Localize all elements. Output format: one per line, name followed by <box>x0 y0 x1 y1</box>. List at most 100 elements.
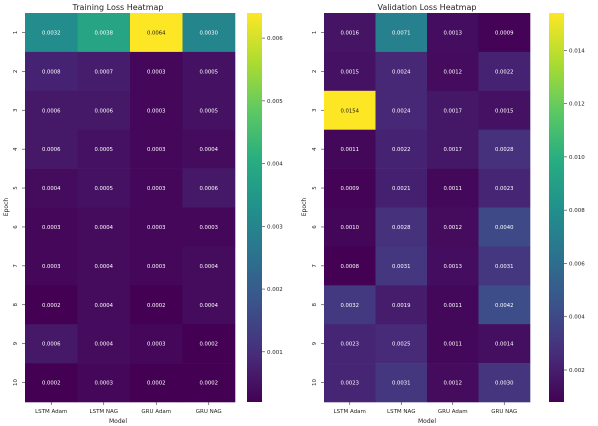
heatmap-cell-label: 0.0006 <box>199 186 218 192</box>
heatmap-cell-label: 0.0017 <box>443 147 462 153</box>
heatmap-cell-label: 0.0003 <box>94 381 113 387</box>
y-tick-label: 1 <box>13 31 19 35</box>
training-heatmap-title: Training Loss Heatmap <box>72 3 164 12</box>
heatmap-cell-label: 0.0002 <box>147 303 166 309</box>
heatmap-cell <box>25 363 78 403</box>
heatmap-cell-label: 0.0005 <box>94 186 113 192</box>
y-tick-label: 1 <box>312 31 318 35</box>
x-tick-label: GRU Adam <box>438 409 468 415</box>
heatmap-cell-label: 0.0008 <box>340 264 359 270</box>
heatmap-cell-label: 0.0019 <box>392 303 411 309</box>
heatmap-cell <box>324 324 376 364</box>
heatmap-cell-label: 0.0003 <box>147 186 166 192</box>
validation-heatmap-title: Validation Loss Heatmap <box>378 3 477 12</box>
y-tick-label: 4 <box>312 147 318 151</box>
heatmap-cell-label: 0.0005 <box>199 69 218 75</box>
heatmap-cell-label: 0.0022 <box>495 69 514 75</box>
validation-heatmap-ylabel: Epoch <box>301 198 308 217</box>
x-tick-label: GRU NAG <box>491 409 517 415</box>
y-tick-label: 3 <box>312 108 318 112</box>
heatmap-cell <box>130 363 183 403</box>
heatmap-cell <box>77 246 131 286</box>
colorbar-tick-label: 0.010 <box>569 155 585 161</box>
x-tick-label: LSTM Adam <box>35 409 67 415</box>
heatmap-cell <box>427 90 479 130</box>
heatmap-cell-label: 0.0012 <box>443 69 462 75</box>
heatmap-cell <box>324 207 376 247</box>
heatmap-cell <box>478 51 531 92</box>
heatmap-cell-label: 0.0015 <box>340 69 359 75</box>
heatmap-cell-label: 0.0032 <box>42 30 61 36</box>
heatmap-cell <box>427 168 479 208</box>
heatmap-cell <box>375 207 428 247</box>
heatmap-cell-label: 0.0013 <box>443 30 462 36</box>
y-tick-label: 5 <box>312 186 318 190</box>
heatmap-cell-label: 0.0003 <box>199 225 218 231</box>
heatmap-cell-label: 0.0004 <box>94 303 113 309</box>
y-tick-label: 3 <box>13 108 19 112</box>
y-tick-label: 8 <box>13 303 19 307</box>
heatmap-cell-label: 0.0011 <box>443 342 462 348</box>
heatmap-cell <box>182 207 236 247</box>
training-colorbar <box>247 13 262 402</box>
heatmap-cell-label: 0.0003 <box>147 147 166 153</box>
heatmap-cell <box>324 168 376 208</box>
heatmap-cell-label: 0.0042 <box>495 303 514 309</box>
heatmap-cell <box>130 51 183 92</box>
heatmap-cell-label: 0.0064 <box>147 30 166 36</box>
heatmap-cell <box>130 90 183 130</box>
x-tick-label: LSTM NAG <box>90 409 118 415</box>
y-tick-label: 4 <box>13 147 19 151</box>
heatmap-cell <box>324 363 376 403</box>
heatmap-cell-label: 0.0011 <box>443 303 462 309</box>
heatmap-cell-label: 0.0040 <box>495 225 514 231</box>
training-heatmap-xlabel: Model <box>109 418 127 425</box>
y-tick-label: 5 <box>13 186 19 190</box>
heatmap-cell <box>25 168 78 208</box>
heatmap-cell-label: 0.0030 <box>495 381 514 387</box>
heatmap-cell-label: 0.0006 <box>42 342 61 348</box>
heatmap-cell-label: 0.0014 <box>495 342 514 348</box>
x-tick-label: LSTM NAG <box>387 409 415 415</box>
heatmap-cell-label: 0.0038 <box>94 30 113 36</box>
heatmap-cell <box>427 129 479 169</box>
validation-colorbar-ticks: 0.002 0.004 0.006 0.008 0.010 0.012 0.014 <box>564 48 585 374</box>
validation-colorbar <box>549 13 564 402</box>
heatmap-cell-label: 0.0004 <box>94 342 113 348</box>
x-tick-label: LSTM Adam <box>334 409 366 415</box>
heatmap-cell <box>427 324 479 364</box>
heatmap-cell <box>478 324 531 364</box>
y-tick-label: 7 <box>312 264 318 268</box>
heatmap-cell <box>478 207 531 247</box>
heatmap-cell <box>25 246 78 286</box>
heatmap-cell-label: 0.0008 <box>42 69 61 75</box>
validation-heatmap-x-ticks: LSTM Adam LSTM NAG GRU Adam GRU NAG <box>334 402 517 415</box>
y-tick-label: 7 <box>13 264 19 268</box>
y-tick-label: 9 <box>312 341 318 345</box>
heatmap-cell <box>324 13 376 53</box>
heatmap-cell-label: 0.0032 <box>340 303 359 309</box>
heatmap-cell <box>182 129 236 169</box>
heatmap-cell-label: 0.0004 <box>42 186 61 192</box>
validation-heatmap-panel: Validation Loss Heatmap 0.0016 0.0071 0.00… <box>301 3 585 425</box>
heatmap-cell <box>427 13 479 53</box>
heatmap-cell <box>324 129 376 169</box>
heatmap-cell <box>77 324 131 364</box>
heatmap-cell <box>375 129 428 169</box>
heatmap-cell-label: 0.0013 <box>443 264 462 270</box>
heatmap-cell <box>375 90 428 130</box>
heatmap-cell-label: 0.0012 <box>443 381 462 387</box>
heatmap-cell-label: 0.0023 <box>340 381 359 387</box>
heatmap-cell <box>25 51 78 92</box>
heatmap-cell-label: 0.0011 <box>443 186 462 192</box>
heatmap-cell <box>182 90 236 130</box>
training-heatmap-ylabel: Epoch <box>3 198 10 217</box>
heatmap-cell <box>130 324 183 364</box>
heatmap-cell <box>478 285 531 325</box>
heatmap-cell-label: 0.0002 <box>199 342 218 348</box>
heatmap-cell <box>77 207 131 247</box>
heatmap-cell-label: 0.0002 <box>42 381 61 387</box>
heatmap-cell-label: 0.0154 <box>340 108 359 114</box>
training-heatmap-cells: 0.0032 0.0038 0.0064 0.0030 0.0008 0.0007 0.00… <box>25 13 236 403</box>
